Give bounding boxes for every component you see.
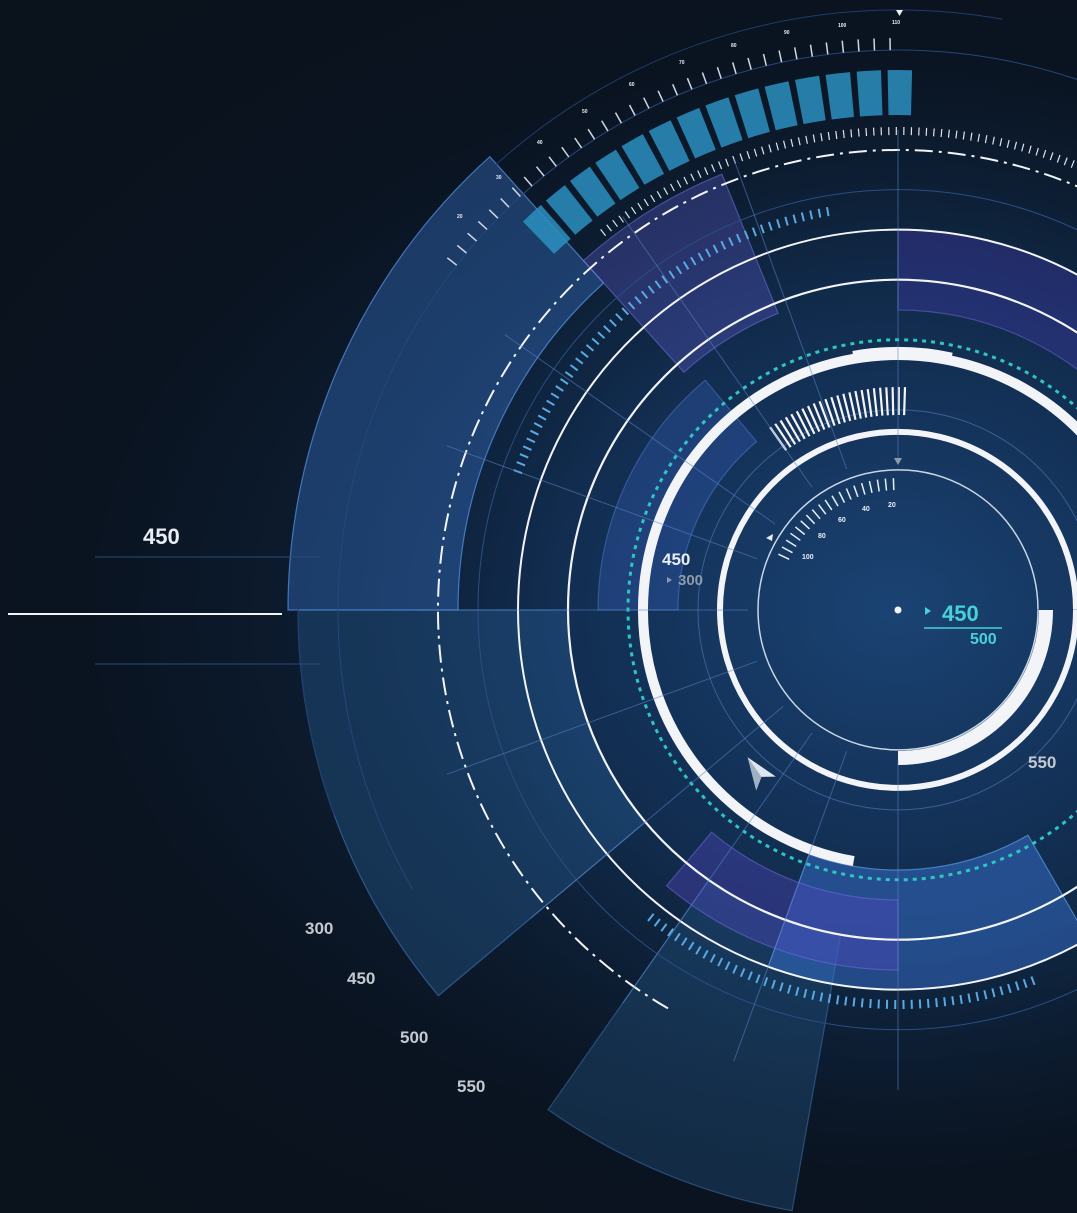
inner-readout-primary: 450 (662, 551, 690, 568)
center-dot (895, 607, 902, 614)
inner-gauge-tick-label: 40 (862, 506, 870, 513)
scale-label-450: 450 (347, 970, 375, 987)
blue-ring-tick-bottom-12 (936, 998, 937, 1007)
ring-tick-47 (934, 128, 935, 136)
left-readout-value: 450 (143, 526, 180, 548)
outer-gauge-tick-label: 70 (679, 61, 685, 66)
ring-tick-36 (851, 129, 852, 137)
outer-gauge-tick-label: 40 (537, 141, 543, 146)
blue-ring-tick-bottom-20 (870, 999, 871, 1008)
inner-gauge-tick-label: 60 (838, 517, 846, 524)
ring-tick-49 (949, 130, 950, 138)
white-ring-tick-20 (886, 387, 888, 415)
ring-tick-48 (941, 129, 942, 137)
outer-gauge-tick-label: 20 (457, 215, 463, 220)
scale-label-550: 550 (457, 1078, 485, 1095)
block-segment-13 (888, 70, 913, 115)
blue-ring-tick-bottom-14 (920, 999, 921, 1008)
white-ring-tick-23 (904, 387, 905, 415)
inner-readout-secondary: 300 (678, 573, 703, 588)
center-readout-secondary: 500 (970, 632, 997, 648)
outer-gauge-tick-label: 60 (629, 83, 635, 88)
ring-tick-37 (858, 129, 859, 137)
inner-gauge-tick-label: 20 (888, 502, 896, 509)
outer-gauge-tick-label: 80 (731, 44, 737, 49)
blue-ring-tick-bottom-24 (837, 995, 838, 1004)
thick-arc-top (853, 352, 951, 358)
outer-gauge-tick-label: 30 (496, 176, 502, 181)
center-readout-primary: 450 (942, 603, 979, 625)
white-ring-tick-21 (893, 387, 894, 415)
outer-gauge-tick-label: 110 (892, 21, 900, 26)
blue-ring-tick-bottom-13 (928, 999, 929, 1008)
block-segment-12 (857, 70, 883, 116)
blue-ring-tick-bottom-10 (952, 996, 953, 1005)
outer-gauge-tick-30 (858, 39, 859, 51)
right-readout-value: 550 (1028, 754, 1056, 771)
ring-tick-38 (866, 128, 867, 136)
blue-ring-tick-bottom-9 (960, 995, 961, 1004)
outer-gauge-tick-label: 100 (838, 24, 846, 29)
outer-gauge-tick-label: 50 (582, 110, 588, 115)
blue-ring-tick-bottom-23 (845, 997, 846, 1006)
scale-label-300: 300 (305, 920, 333, 937)
scale-label-500: 500 (400, 1029, 428, 1046)
blue-ring-tick-bottom-11 (944, 997, 945, 1006)
blue-ring-tick-bottom-22 (854, 998, 855, 1007)
outer-gauge-tick-31 (874, 39, 875, 51)
outer-gauge-tick-label: 90 (784, 31, 790, 36)
inner-gauge-tick-label: 80 (818, 533, 826, 540)
inner-gauge-tick-label: 100 (802, 554, 814, 561)
blue-ring-tick-bottom-21 (862, 998, 863, 1007)
